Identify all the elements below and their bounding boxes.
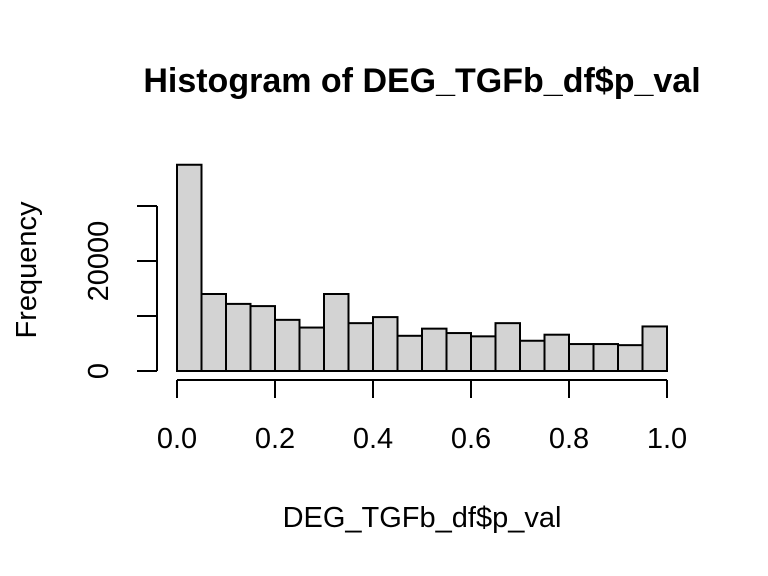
histogram-bar [494,322,521,372]
x-tick-label: 1.0 [647,423,687,455]
histogram-bar [543,333,570,373]
x-tick-label: 0.6 [451,423,491,455]
histogram-bar [445,332,472,372]
x-tick-label: 0.8 [549,423,589,455]
x-tick-label: 0.0 [157,423,197,455]
histogram-bar [176,163,203,372]
histogram-bar [372,316,399,373]
y-axis-label: Frequency [11,201,43,339]
histogram-bar [249,305,276,373]
histogram-bar [396,334,423,372]
histogram-bar [592,343,619,372]
x-axis: 0.0 0.2 0.4 0.6 0.8 1.0 [157,379,687,455]
x-axis-label: DEG_TGFb_df$p_val [283,502,562,534]
histogram-bar [298,326,325,372]
x-tick-label: 0.2 [255,423,295,455]
histogram-bar [347,322,374,372]
histogram-bar [225,302,252,372]
histogram-bar [617,344,644,372]
y-tick-label: 0 [83,363,115,379]
x-tick-label: 0.4 [353,423,393,455]
histogram-bar [641,325,668,373]
histogram-bar [274,318,301,373]
bars-group [176,163,668,373]
histogram-bar [421,327,448,372]
y-tick-label: 20000 [83,221,115,302]
histogram-bar [200,293,227,372]
histogram-bar [519,339,546,372]
histogram-bar [323,293,350,372]
chart-title: Histogram of DEG_TGFb_df$p_val [143,62,700,100]
histogram-bar [470,335,497,373]
y-axis: 0 20000 [83,205,158,379]
histogram-bar [568,343,595,372]
